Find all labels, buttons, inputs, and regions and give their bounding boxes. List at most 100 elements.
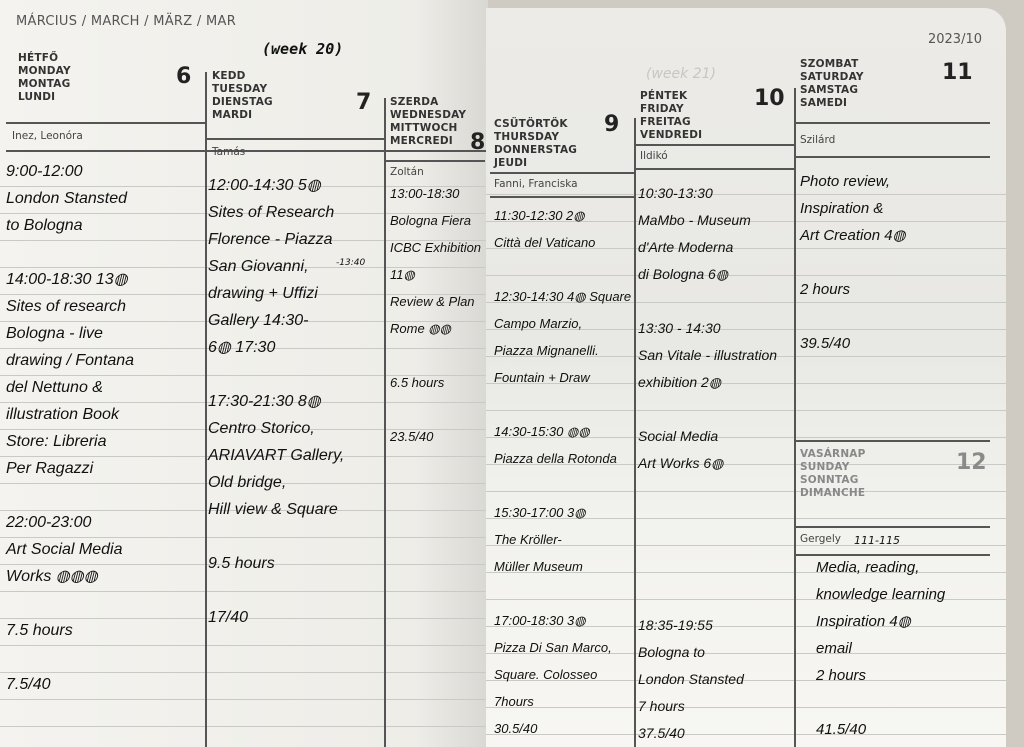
entry-line: 18:35-19:55 bbox=[638, 617, 713, 633]
left-page: MÁRCIUS / MARCH / MÄRZ / MAR (week 20) -… bbox=[0, 0, 488, 747]
nameday: Ildikó bbox=[640, 150, 668, 162]
entry-line: The Kröller- bbox=[494, 532, 562, 547]
entry-line bbox=[800, 303, 990, 330]
handwritten-entries: 10:30-13:30 MaMbo - Museum d'Arte Moderna d… bbox=[638, 180, 790, 747]
entry-line: knowledge learning bbox=[816, 586, 946, 603]
entry-line bbox=[638, 585, 790, 612]
handwritten-entries: 11:30-12:30 2◍ Città del Vaticano 12:30-14… bbox=[494, 202, 632, 742]
handwritten-entries: Photo review, Inspiration & Art Creation 4… bbox=[800, 168, 990, 357]
day-name: FRIDAY bbox=[640, 103, 684, 115]
entry-line bbox=[638, 558, 790, 585]
entry-line: 9:00-12:00 bbox=[6, 163, 83, 180]
entry-line: 9.5 hours bbox=[208, 555, 275, 572]
ruled-lines bbox=[486, 168, 1006, 747]
entry-line: London Stansted bbox=[6, 190, 127, 207]
day-name-labels: SZOMBAT SATURDAY SAMSTAG SAMEDI bbox=[800, 58, 864, 110]
entry-line: 10:30-13:30 bbox=[638, 185, 713, 201]
entry-line: Square. Colosseo bbox=[494, 667, 598, 682]
entry-line: to Bologna bbox=[6, 217, 83, 234]
entry-line: Gallery 14:30- bbox=[208, 312, 309, 329]
day-name: MARDI bbox=[212, 109, 253, 121]
nameday: Zoltán bbox=[390, 166, 424, 178]
day-number: 9 bbox=[604, 112, 620, 137]
day-name: HÉTFŐ bbox=[18, 52, 59, 64]
entry-line bbox=[638, 531, 790, 558]
day-number: 12 bbox=[956, 450, 987, 475]
day-name: THURSDAY bbox=[494, 131, 560, 143]
week-note: (week 20) bbox=[262, 40, 344, 58]
entry-line bbox=[208, 577, 382, 604]
entry-line: 12:30-14:30 4◍ Square bbox=[494, 289, 632, 304]
handwritten-entries: 12:00-14:30 5◍ Sites of Research Florence … bbox=[208, 172, 382, 631]
entry-line: 15:30-17:00 3◍ bbox=[494, 505, 586, 520]
divider bbox=[490, 172, 634, 174]
day-number: 8 bbox=[470, 130, 486, 155]
day-name-labels: VASÁRNAP SUNDAY SONNTAG DIMANCHE bbox=[800, 448, 866, 500]
entry-line: 13:30 - 14:30 bbox=[638, 320, 721, 336]
entry-line: Fountain + Draw bbox=[494, 370, 590, 385]
entry-line: 7hours bbox=[494, 694, 534, 709]
entry-line: Bologna Fiera bbox=[390, 213, 471, 228]
day-name-labels: CSÜTÖRTÖK THURSDAY DONNERSTAG JEUDI bbox=[494, 118, 577, 170]
day-name: DONNERSTAG bbox=[494, 144, 578, 156]
entry-line: Art Social Media bbox=[6, 541, 123, 558]
ruled-lines bbox=[0, 160, 488, 747]
day-name: LUNDI bbox=[18, 91, 56, 103]
entry-line: 2 hours bbox=[816, 667, 867, 684]
entry-line: Inspiration 4◍ bbox=[816, 613, 911, 630]
entry-line bbox=[638, 288, 790, 315]
entry-line: Bologna - live bbox=[6, 325, 103, 342]
divider bbox=[795, 554, 990, 556]
day-name: WEDNESDAY bbox=[390, 109, 467, 121]
day-name: SAMSTAG bbox=[800, 84, 859, 96]
entry-line bbox=[390, 342, 484, 369]
entry-line: Old bridge, bbox=[208, 474, 287, 491]
entry-line: Art Works 6◍ bbox=[638, 455, 724, 471]
entry-line: exhibition 2◍ bbox=[638, 374, 722, 390]
entry-line: 14:30-15:30 ◍◍ bbox=[494, 424, 590, 439]
entry-line: 22:00-23:00 bbox=[6, 514, 92, 531]
nameday: Gergely bbox=[800, 533, 841, 545]
entry-line bbox=[6, 482, 202, 509]
entry-line bbox=[800, 249, 990, 276]
divider bbox=[795, 440, 990, 442]
day-name: SATURDAY bbox=[800, 71, 864, 83]
entry-line bbox=[494, 580, 630, 607]
divider bbox=[635, 168, 794, 170]
entry-line bbox=[6, 644, 202, 671]
day-name: SONNTAG bbox=[800, 474, 859, 486]
divider bbox=[385, 160, 485, 162]
entry-line: 12:00-14:30 5◍ bbox=[208, 177, 321, 194]
divider bbox=[795, 526, 990, 528]
day-number: 11 bbox=[942, 60, 973, 85]
entry-line: Città del Vaticano bbox=[494, 235, 596, 250]
entry-line bbox=[6, 239, 202, 266]
entry-line: del Nettuno & bbox=[6, 379, 103, 396]
entry-line: Pizza Di San Marco, bbox=[494, 640, 612, 655]
entry-line: ARIAVART Gallery, bbox=[208, 447, 345, 464]
entry-line: 2 hours bbox=[800, 281, 851, 298]
entry-line: Store: Libreria bbox=[6, 433, 107, 450]
entry-line: 7.5 hours bbox=[6, 622, 73, 639]
entry-line: 23.5/40 bbox=[390, 429, 434, 444]
divider bbox=[6, 122, 206, 124]
entry-line: Piazza della Rotonda bbox=[494, 451, 617, 466]
divider bbox=[795, 156, 990, 158]
entry-line: Social Media bbox=[638, 428, 719, 444]
year-week: 2023/10 bbox=[927, 32, 982, 47]
entry-line: Müller Museum bbox=[494, 559, 583, 574]
entry-line: 11:30-12:30 2◍ bbox=[494, 208, 585, 223]
entry-line: San Giovanni, bbox=[208, 258, 309, 275]
column-divider bbox=[384, 98, 386, 747]
nameday: Szilárd bbox=[800, 134, 836, 146]
divider bbox=[490, 196, 634, 198]
entry-line: San Vitale - illustration bbox=[638, 347, 778, 363]
day-name: MERCREDI bbox=[390, 135, 453, 147]
day-name: MONTAG bbox=[18, 78, 71, 90]
day-name: MONDAY bbox=[18, 65, 71, 77]
entry-line: Media, reading, bbox=[816, 559, 920, 576]
day-name: VASÁRNAP bbox=[800, 448, 866, 460]
divider bbox=[6, 150, 486, 152]
time-annotation: -13:40 bbox=[336, 258, 366, 268]
entry-line: 17/40 bbox=[208, 609, 249, 626]
